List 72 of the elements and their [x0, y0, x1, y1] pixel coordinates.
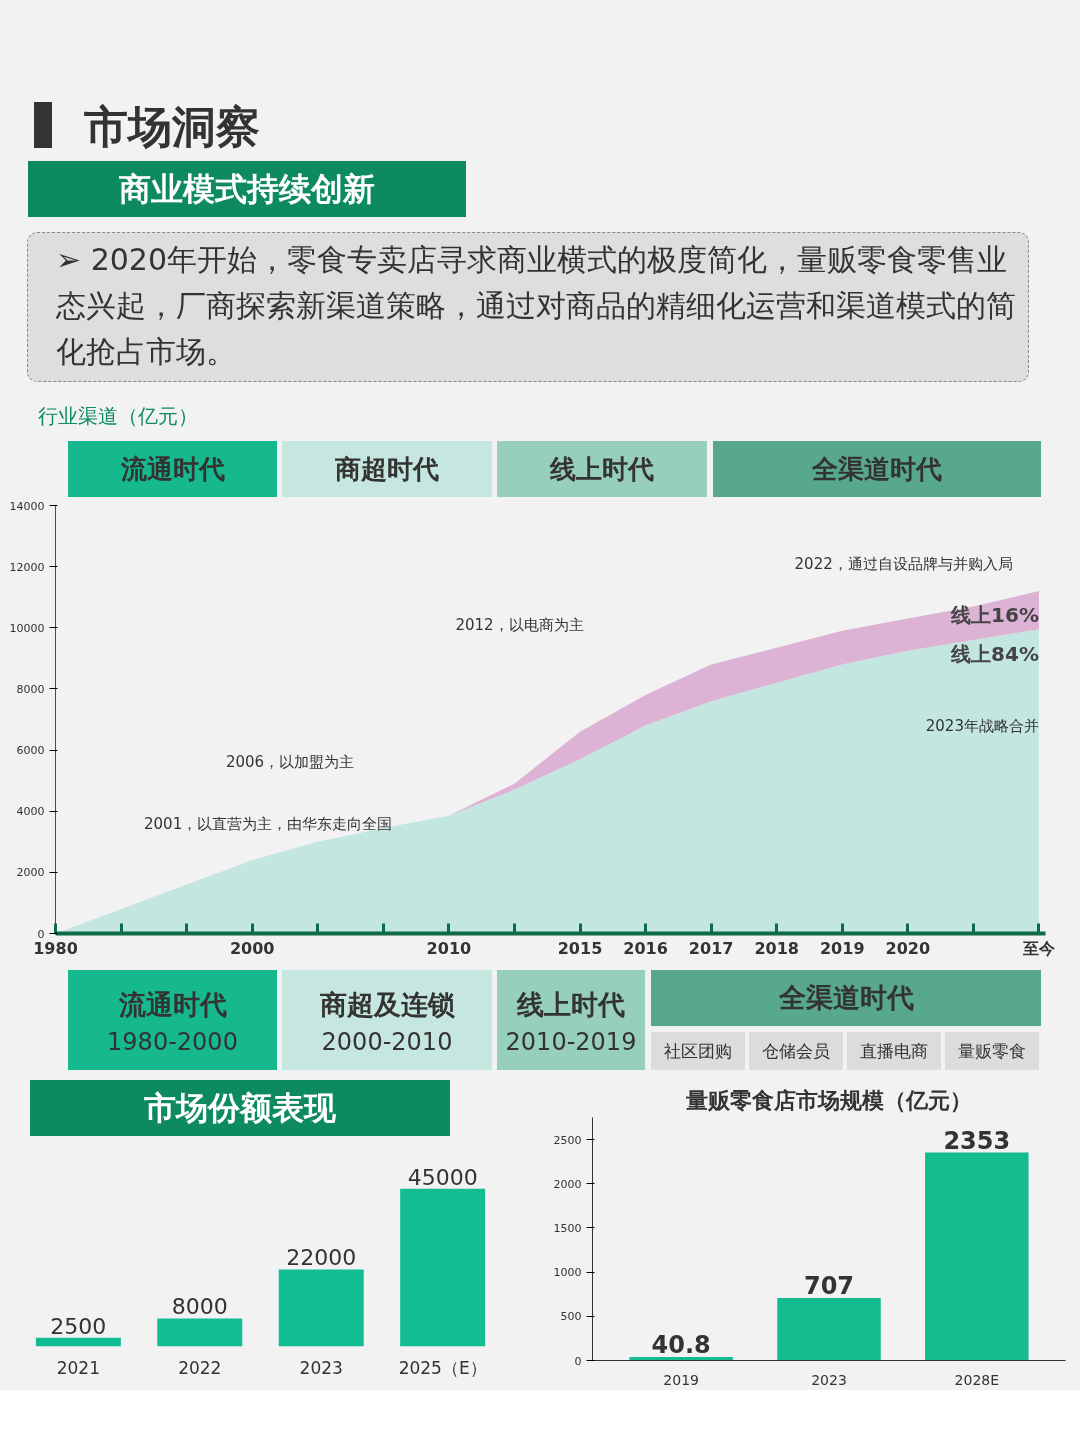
y-tick-label: 6000 [16, 744, 45, 758]
text: 量贩零食 [945, 1032, 1039, 1070]
x-tick-label: 1980 [33, 938, 78, 958]
text: 1980-2000 [106, 1026, 239, 1058]
text: 仓储会员 [749, 1032, 843, 1070]
y-tick-label: 1000 [553, 1266, 582, 1280]
x-tick-label: 2015 [557, 938, 603, 958]
text: 线上时代 [516, 988, 626, 1022]
chart-title: 市场份额表现 [30, 1080, 450, 1136]
text: 流通时代 [68, 441, 277, 497]
x-tick-label: 2025（E） [398, 1357, 487, 1378]
y-tick-label: 14000 [9, 499, 45, 513]
y-tick-label: 500 [560, 1310, 582, 1324]
annotation: 2023年战略合并 [925, 716, 1039, 735]
x-tick-label: 2023 [299, 1357, 343, 1378]
chart-title: 量贩零食店市场规模（亿元） [685, 1087, 972, 1113]
y-tick-label: 10000 [9, 621, 45, 635]
text: 直播电商 [847, 1032, 941, 1070]
y-tick-label: 2000 [16, 866, 45, 880]
x-tick-label: 至今 [1021, 938, 1056, 958]
x-tick-label: 2016 [623, 938, 668, 958]
bar [777, 1298, 881, 1361]
x-tick-label: 2000 [229, 938, 275, 958]
text: 全渠道时代 [713, 441, 1041, 497]
x-tick-label: 2019 [819, 938, 865, 958]
text: ➢ 2020年开始，零食专卖店寻求商业横式的极度简化，量贩零食零售业态兴起，厂商探索新渠道策略，通过对商品的精细化运营和渠道模式的简化抢占市场。 [27, 232, 1029, 382]
y-tick-label: 4000 [16, 805, 45, 819]
annotation: 2012，以电商为主 [455, 615, 584, 634]
chart-subtitle: 商业模式持续创新 [28, 161, 466, 217]
text: 流通时代 [117, 988, 228, 1022]
text: 全渠道时代 [651, 970, 1041, 1026]
series-label: 线上16% [950, 603, 1039, 628]
bar [278, 1269, 364, 1347]
y-axis-title: 行业渠道（亿元） [38, 403, 198, 430]
bar [925, 1152, 1029, 1361]
x-tick-label: 2021 [56, 1357, 100, 1378]
bar [400, 1188, 486, 1347]
y-tick-label: 2500 [553, 1133, 582, 1147]
bar [35, 1337, 121, 1347]
annotation: 2001，以直营为主，由华东走向全国 [144, 814, 393, 833]
data-label: 8000 [171, 1294, 228, 1320]
data-label: 707 [803, 1272, 855, 1301]
y-tick-label: 12000 [9, 560, 45, 574]
x-tick-label: 2022 [178, 1357, 222, 1378]
annotation: 2022，通过自设品牌与并购入局 [794, 554, 1013, 573]
annotation: 2006，以加盟为主 [225, 753, 355, 772]
chart-title: 市场洞察 [84, 100, 260, 154]
text: 2000-2010 [320, 1026, 454, 1058]
text: 商超及连锁 [318, 988, 456, 1022]
y-tick-label: 0 [37, 927, 45, 941]
series-label: 线上84% [950, 641, 1039, 666]
bar [157, 1318, 243, 1347]
text: 2010-2019 [504, 1026, 638, 1058]
data-label: 22000 [286, 1245, 357, 1271]
x-tick-label: 2018 [754, 938, 799, 958]
y-tick-label: 8000 [16, 682, 45, 696]
x-tick-label: 2023 [811, 1371, 847, 1388]
x-tick-label: 2028E [954, 1371, 1000, 1388]
text: 商超时代 [282, 441, 492, 497]
x-tick-label: 2010 [426, 938, 472, 958]
text: 线上时代 [497, 441, 707, 497]
x-tick-label: 2017 [688, 938, 734, 958]
data-label: 2353 [943, 1126, 1011, 1155]
x-tick-label: 2020 [885, 938, 931, 958]
data-label: 2500 [50, 1313, 107, 1339]
x-tick-label: 2019 [663, 1371, 700, 1388]
data-label: 45000 [407, 1164, 478, 1190]
y-tick-label: 2000 [553, 1177, 582, 1191]
text: 社区团购 [651, 1032, 745, 1070]
y-tick-label: 0 [574, 1354, 582, 1368]
data-label: 40.8 [651, 1330, 711, 1359]
y-tick-label: 1500 [553, 1221, 582, 1235]
